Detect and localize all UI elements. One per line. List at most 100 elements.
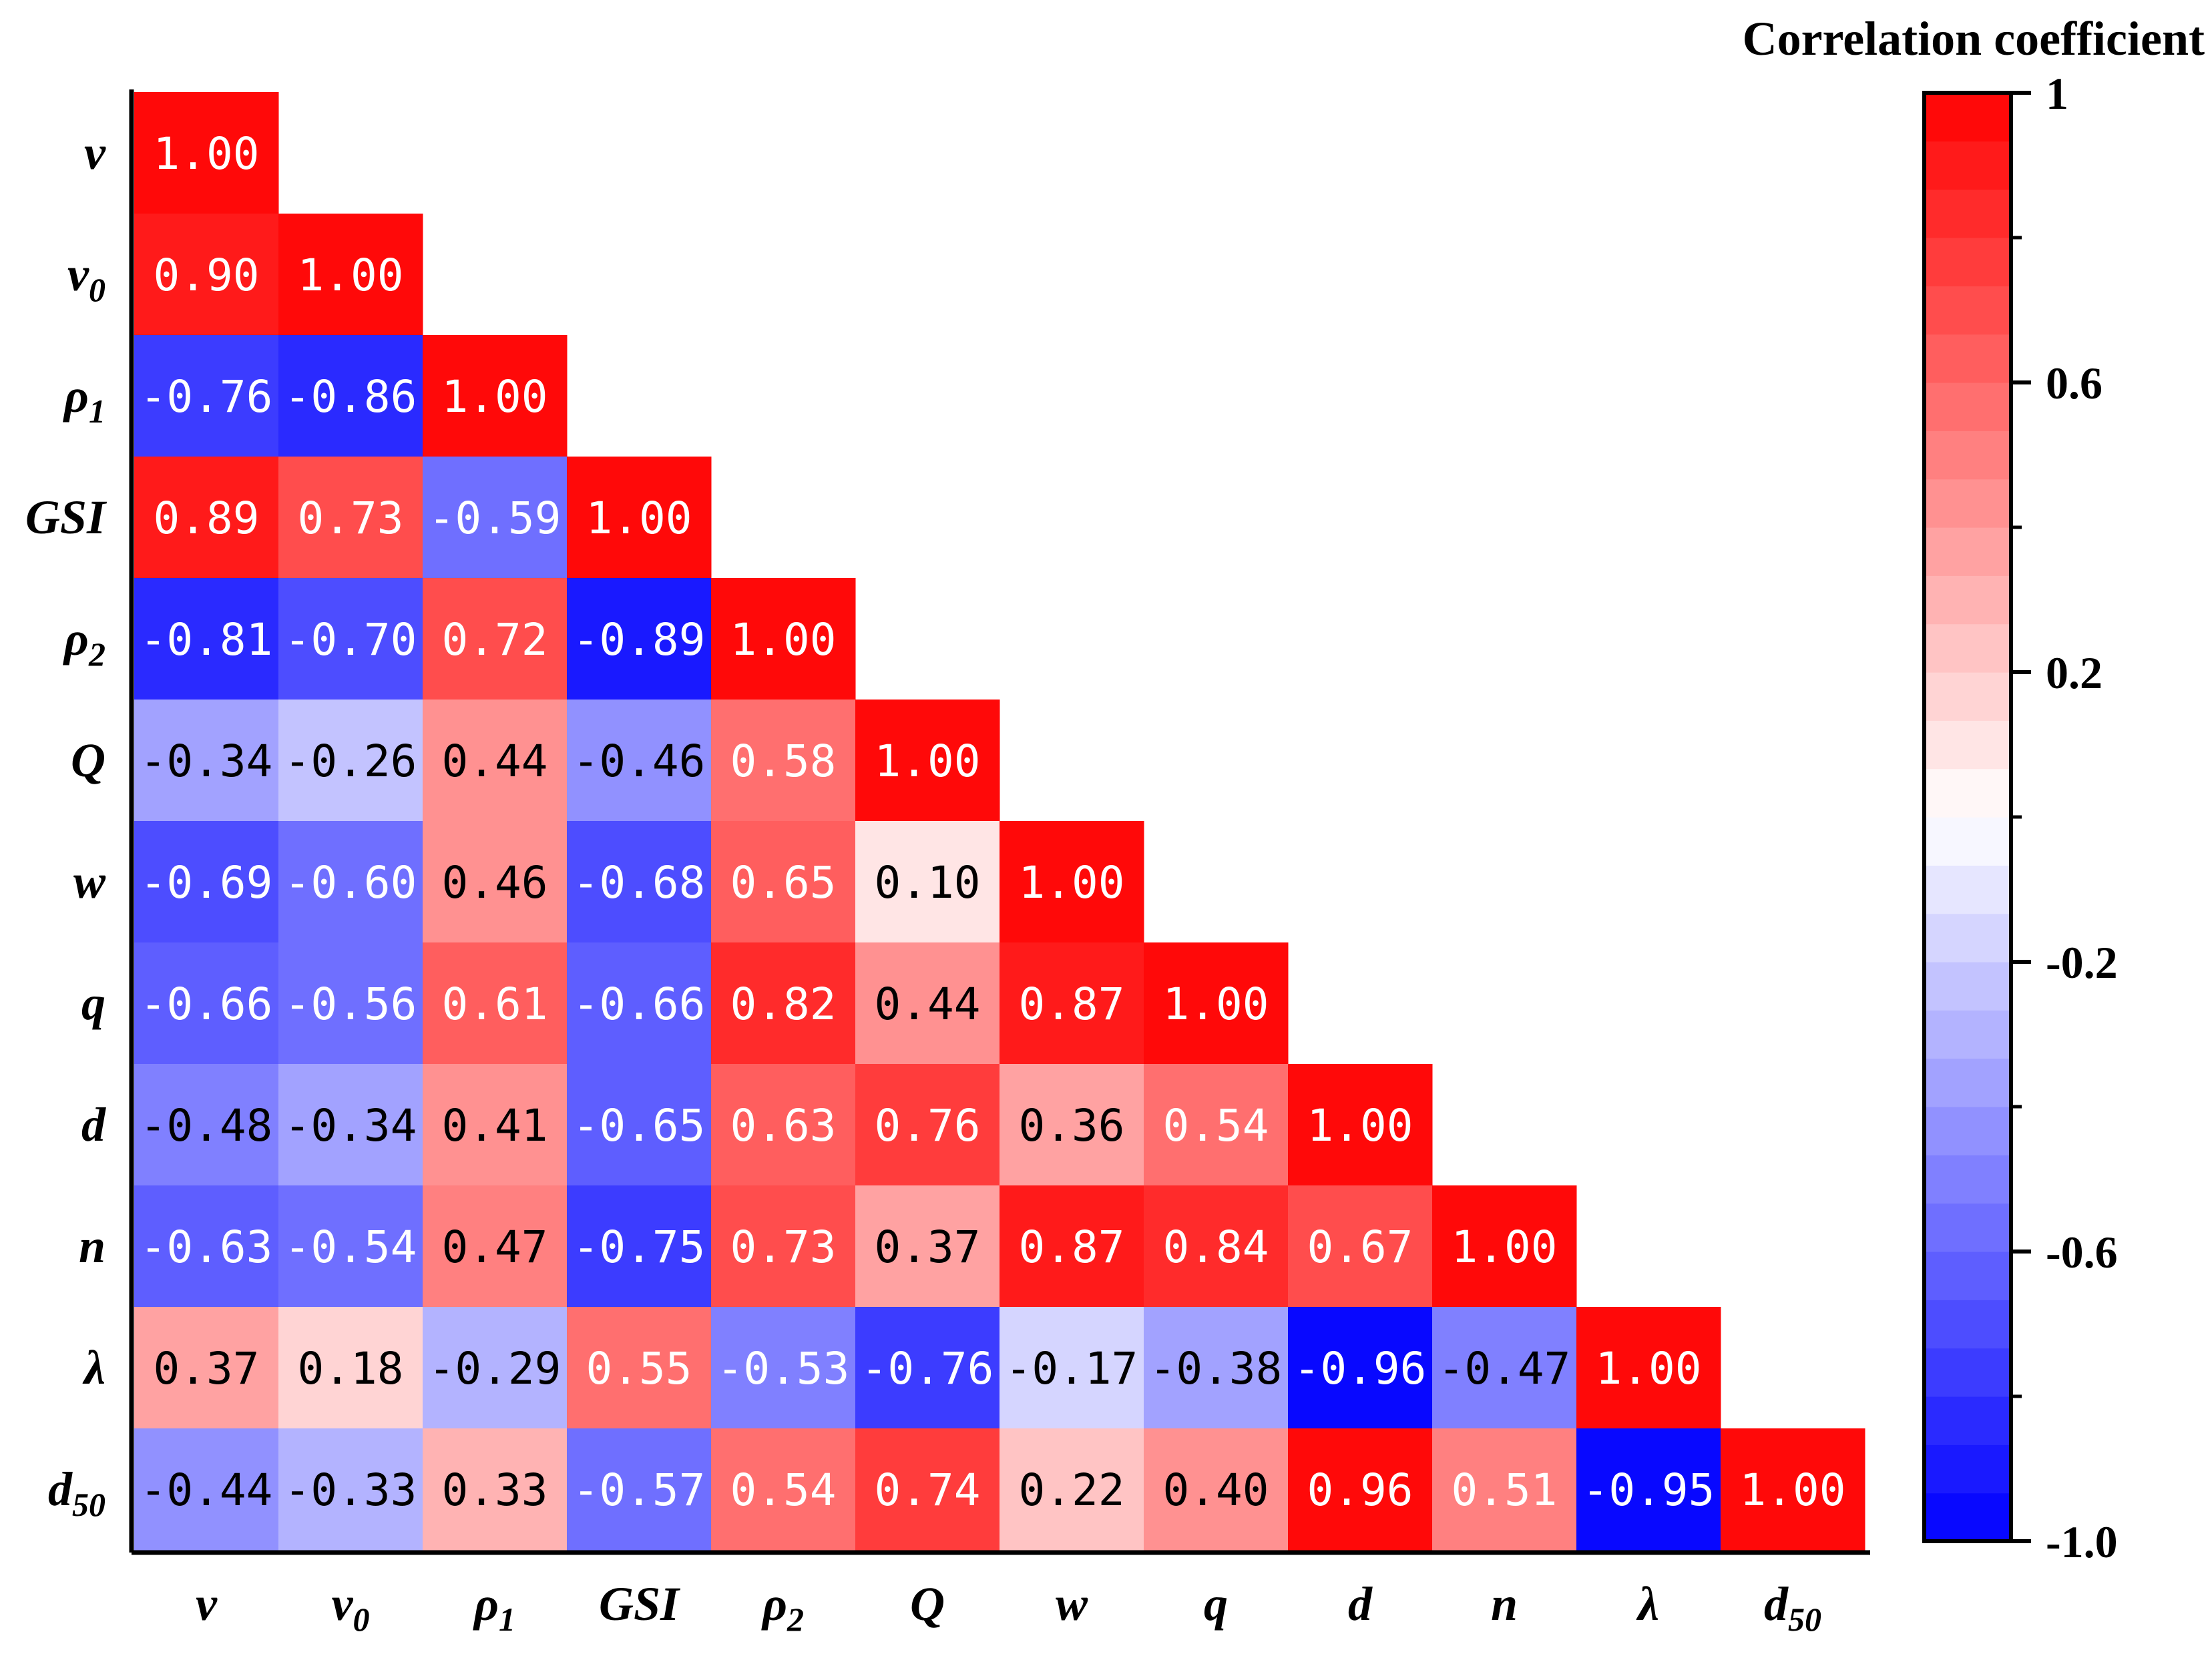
cell-value-label: 0.87 — [1019, 1221, 1125, 1273]
heatmap-cell — [134, 578, 279, 700]
x-axis-label: ρ1 — [473, 1577, 515, 1638]
cell-value-label: -0.69 — [140, 857, 273, 908]
cell-value-label: 0.37 — [154, 1343, 260, 1394]
heatmap-cell — [1288, 1307, 1433, 1429]
cell-value-label: -0.86 — [284, 371, 417, 423]
cell-value-label: -0.66 — [140, 979, 273, 1030]
colorbar-step — [1924, 286, 2011, 335]
heatmap-cell — [1144, 942, 1289, 1065]
cell-value-label: 0.63 — [730, 1100, 837, 1151]
heatmap-cell — [567, 700, 712, 822]
y-axis-label: q — [81, 977, 105, 1030]
heatmap-cell — [567, 1428, 712, 1551]
heatmap-axes — [129, 89, 1870, 1555]
cell-value-label: 1.00 — [875, 736, 981, 787]
colorbar-step — [1924, 1203, 2011, 1252]
cell-value-label: -0.96 — [1294, 1343, 1427, 1394]
heatmap-cell — [134, 942, 279, 1065]
x-axis-label: λ — [1636, 1577, 1659, 1631]
heatmap-cell — [855, 1185, 1000, 1308]
colorbar-step — [1924, 913, 2011, 962]
cell-value-label: -0.76 — [140, 371, 273, 423]
heatmap-cell — [134, 1428, 279, 1551]
heatmap-cell — [1288, 1185, 1433, 1308]
y-axis-label: d50 — [48, 1462, 105, 1523]
y-axis-label: λ — [82, 1341, 105, 1394]
heatmap-cell — [423, 335, 568, 457]
cell-value-label: -0.68 — [573, 857, 706, 908]
heatmap-cell — [423, 1064, 568, 1186]
cell-value-label: 1.00 — [154, 128, 260, 180]
colorbar-step — [1924, 334, 2011, 383]
heatmap-cell — [1432, 1428, 1577, 1551]
cell-value-label: 0.58 — [730, 736, 837, 787]
cell-value-label: -0.75 — [573, 1221, 706, 1273]
y-axis-label: GSI — [25, 491, 107, 544]
colorbar-tick-label: -0.2 — [2046, 937, 2118, 988]
cell-value-label: 0.36 — [1019, 1100, 1125, 1151]
cell-value-label: -0.38 — [1150, 1343, 1283, 1394]
colorbar-step — [1924, 768, 2011, 818]
x-axis-label: GSI — [599, 1577, 681, 1631]
heatmap-cell — [567, 1064, 712, 1186]
heatmap-cell — [855, 1428, 1000, 1551]
cell-value-label: 1.00 — [298, 250, 404, 301]
x-axis-label: v — [196, 1577, 218, 1631]
cell-value-label: 0.67 — [1307, 1221, 1413, 1273]
colorbar: Correlation coefficient 1 0.6 0.2 -0.2 -0.6 -… — [1743, 12, 2205, 1567]
cell-value-label: -0.33 — [284, 1464, 417, 1516]
heatmap-cell — [278, 1185, 423, 1308]
cell-value-label: 1.00 — [1740, 1464, 1846, 1516]
y-axis-labels: v v0 ρ1 GSI ρ2 Qw q d n λ d50 — [25, 126, 107, 1523]
heatmap-cell — [134, 821, 279, 943]
colorbar-tick-label: 1 — [2046, 68, 2068, 119]
cell-value-label: 0.18 — [298, 1343, 404, 1394]
heatmap-cell — [567, 578, 712, 700]
x-axis-label: q — [1204, 1577, 1228, 1631]
cell-value-label: 0.87 — [1019, 979, 1125, 1030]
heatmap-cell — [567, 1185, 712, 1308]
cell-value-label: 0.55 — [586, 1343, 692, 1394]
x-axis-label: w — [1056, 1577, 1088, 1631]
heatmap-cell — [278, 1064, 423, 1186]
cell-value-label: 0.44 — [442, 736, 548, 787]
cell-value-label: -0.89 — [573, 614, 706, 665]
heatmap-cell — [278, 214, 423, 336]
colorbar-step — [1924, 382, 2011, 431]
colorbar-step — [1924, 1492, 2011, 1542]
cell-value-label: 0.33 — [442, 1464, 548, 1516]
cell-value-label: 0.89 — [154, 493, 260, 544]
cell-value-label: -0.60 — [284, 857, 417, 908]
heatmap-cell — [278, 1307, 423, 1429]
heatmap-cell — [278, 578, 423, 700]
colorbar-step — [1924, 1348, 2011, 1397]
cell-value-label: 0.72 — [442, 614, 548, 665]
heatmap-cell — [711, 1307, 856, 1429]
cell-value-label: -0.17 — [1006, 1343, 1138, 1394]
heatmap-cell — [1000, 1064, 1144, 1186]
heatmap-cell — [134, 92, 279, 214]
cell-value-label: -0.56 — [284, 979, 417, 1030]
cell-value-label: 0.46 — [442, 857, 548, 908]
y-axis-label: d — [81, 1098, 106, 1151]
colorbar-step — [1924, 1444, 2011, 1494]
colorbar-step — [1924, 479, 2011, 528]
colorbar-step — [1924, 1252, 2011, 1300]
cell-value-label: -0.70 — [284, 614, 417, 665]
colorbar-step — [1924, 1010, 2011, 1059]
y-axis-label: v0 — [67, 248, 105, 308]
colorbar-step — [1924, 865, 2011, 914]
cell-value-label: 1.00 — [1019, 857, 1125, 908]
cell-value-label: 0.82 — [730, 979, 837, 1030]
heatmap-cell — [134, 1064, 279, 1186]
colorbar-step — [1924, 141, 2011, 190]
heatmap-cell — [423, 700, 568, 822]
x-axis-label: ρ2 — [761, 1577, 804, 1638]
cell-value-label: 0.90 — [154, 250, 260, 301]
x-axis-label: d50 — [1764, 1577, 1821, 1638]
heatmap-cell — [278, 335, 423, 457]
heatmap-cell — [423, 1185, 568, 1308]
heatmap-cell — [134, 700, 279, 822]
heatmap-cell — [567, 942, 712, 1065]
